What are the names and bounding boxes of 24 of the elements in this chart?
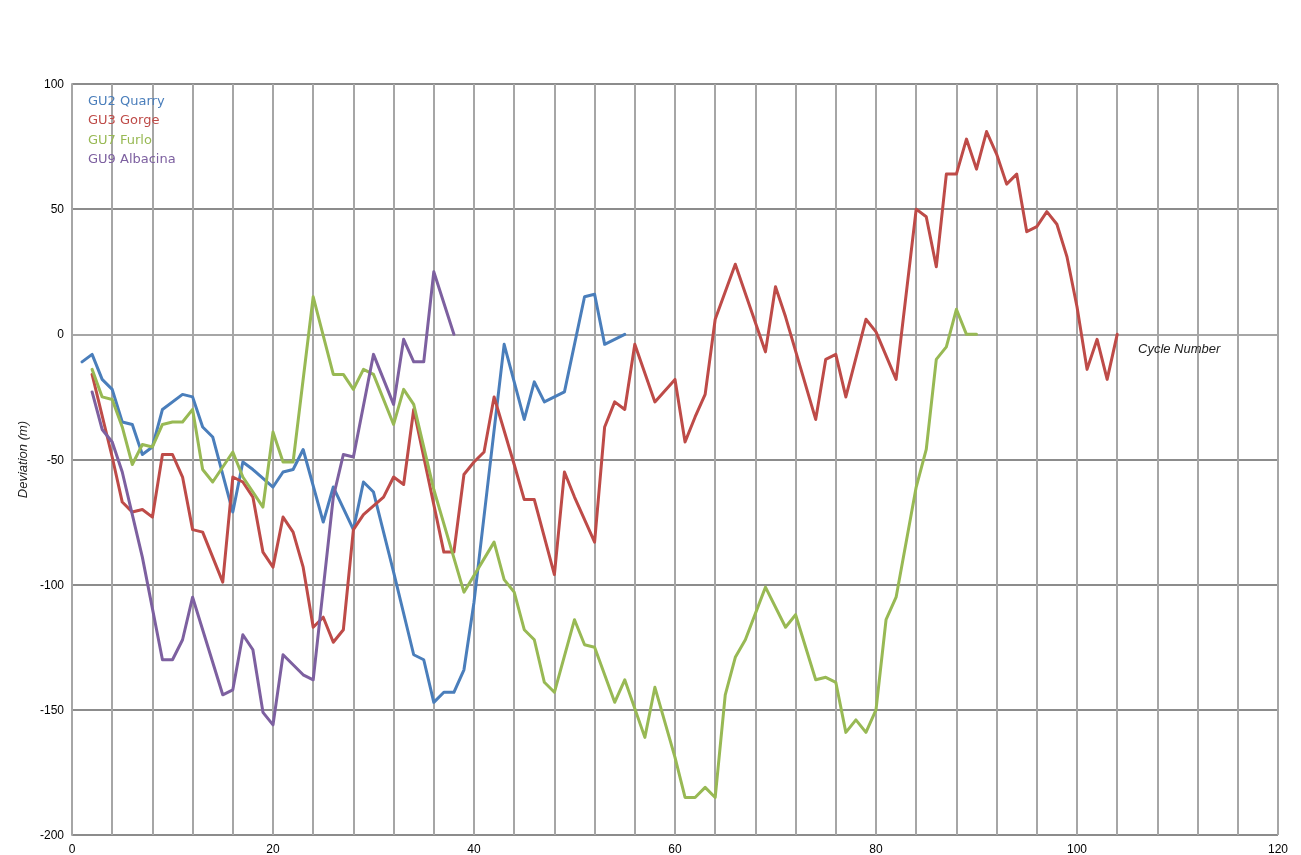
y-tick-label: 100 (43, 77, 65, 91)
line-series (90, 295, 978, 799)
x-axis-title: Cycle Number (1138, 341, 1222, 357)
x-tick-label: 40 (467, 842, 481, 855)
line-series (90, 270, 456, 727)
x-tick-label: 0 (68, 842, 76, 855)
y-tick-label: -150 (39, 702, 65, 717)
x-tick-label: 20 (266, 842, 280, 855)
text: GU3 Gorge (88, 112, 160, 127)
line-series (80, 292, 627, 704)
x-tick-label: 80 (869, 842, 883, 855)
text: GU7 Furlo (88, 131, 152, 147)
x-tick-label: 60 (668, 842, 682, 855)
text: GU9 Albacina (88, 151, 176, 166)
y-axis-title: Deviation (m) (15, 420, 31, 499)
x-tick-label: 120 (1267, 842, 1289, 855)
line-series (90, 130, 1119, 644)
y-tick-label: 50 (50, 202, 65, 217)
y-tick-label: -100 (39, 577, 65, 592)
y-tick-label: 0 (57, 327, 65, 342)
x-tick-label: 100 (1066, 842, 1088, 855)
y-tick-label: -200 (39, 828, 65, 842)
y-tick-label: -50 (46, 452, 65, 467)
text: GU2 Quarry (88, 92, 165, 108)
